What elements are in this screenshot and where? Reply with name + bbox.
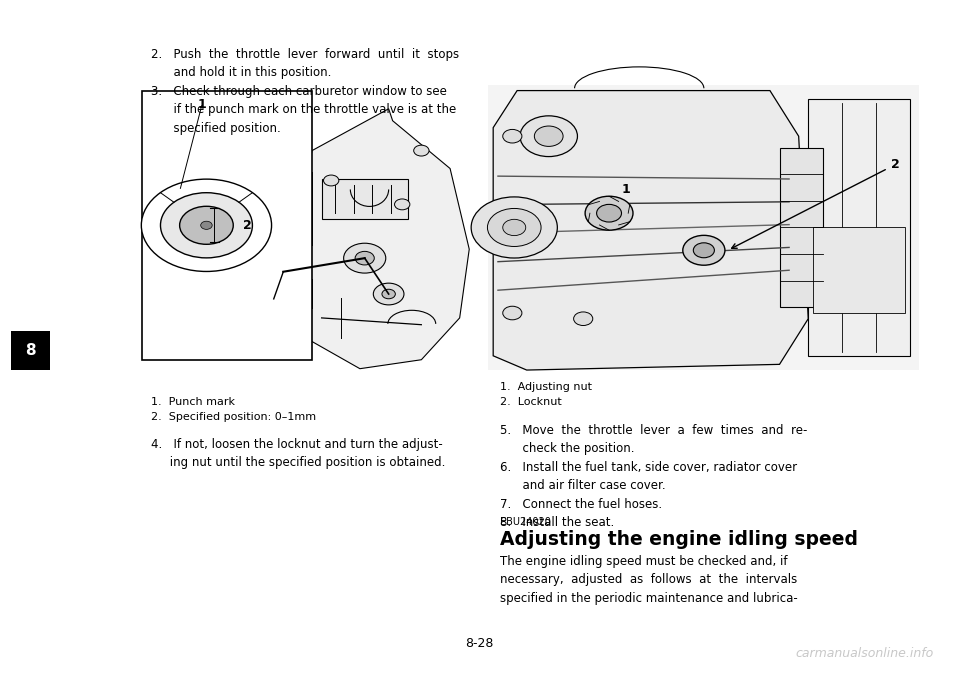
Polygon shape [298, 109, 469, 369]
Text: The engine idling speed must be checked and, if
necessary,  adjusted  as  follow: The engine idling speed must be checked … [500, 555, 798, 605]
Text: 1.  Adjusting nut: 1. Adjusting nut [500, 382, 592, 392]
Circle shape [324, 175, 339, 186]
Circle shape [585, 196, 633, 230]
Text: Adjusting the engine idling speed: Adjusting the engine idling speed [500, 530, 858, 549]
Text: carmanualsonline.info: carmanualsonline.info [796, 646, 934, 660]
Circle shape [344, 243, 386, 273]
Bar [808, 99, 910, 356]
Bar [489, 85, 920, 370]
Circle shape [520, 116, 578, 157]
Circle shape [693, 243, 714, 258]
Circle shape [503, 219, 526, 236]
Text: 1: 1 [622, 183, 631, 196]
Text: 2.  Locknut: 2. Locknut [500, 397, 562, 407]
Circle shape [503, 306, 522, 320]
Text: 2: 2 [243, 219, 252, 232]
Text: 4.   If not, loosen the locknut and turn the adjust-
     ing nut until the spec: 4. If not, loosen the locknut and turn t… [152, 438, 445, 469]
Circle shape [373, 283, 404, 305]
Bar [813, 227, 905, 313]
Circle shape [141, 179, 272, 272]
Circle shape [683, 236, 725, 265]
Text: 2.   Push  the  throttle  lever  forward  until  it  stops
      and hold it in : 2. Push the throttle lever forward until… [152, 48, 460, 134]
Bar [12, 331, 50, 370]
Text: 8: 8 [25, 343, 36, 358]
Bar [142, 91, 312, 360]
Circle shape [180, 206, 233, 244]
Circle shape [471, 197, 558, 258]
Text: 2: 2 [732, 158, 900, 249]
Text: 8-28: 8-28 [465, 637, 493, 650]
Circle shape [414, 145, 429, 156]
Circle shape [355, 251, 374, 265]
Circle shape [488, 208, 541, 246]
Circle shape [535, 126, 564, 147]
Circle shape [201, 221, 212, 230]
Circle shape [503, 130, 522, 143]
Circle shape [596, 204, 621, 222]
Bar [322, 179, 408, 219]
Circle shape [574, 312, 592, 325]
Bar [780, 147, 823, 308]
Text: 1.  Punch mark: 1. Punch mark [152, 397, 235, 407]
Circle shape [382, 289, 396, 299]
Text: EBU24020: EBU24020 [500, 517, 551, 528]
Text: 5.   Move  the  throttle  lever  a  few  times  and  re-
      check the positio: 5. Move the throttle lever a few times a… [500, 424, 807, 529]
Circle shape [395, 199, 410, 210]
Text: 1: 1 [198, 98, 206, 111]
Circle shape [160, 193, 252, 258]
Text: 2.  Specified position: 0–1mm: 2. Specified position: 0–1mm [152, 412, 317, 422]
Polygon shape [493, 90, 808, 370]
